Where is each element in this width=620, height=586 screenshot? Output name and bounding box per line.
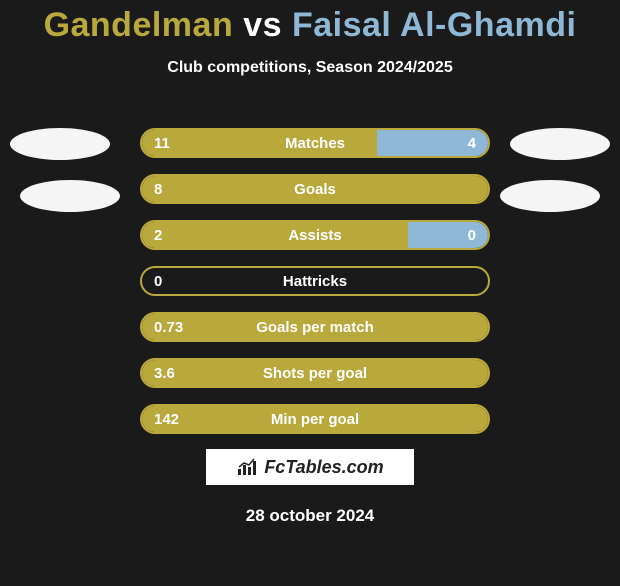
stat-label: Goals [142,176,488,202]
chart-icon [236,457,260,477]
watermark-text: FcTables.com [264,457,383,478]
stat-label: Hattricks [142,268,488,294]
stat-row: 142Min per goal [140,404,490,434]
stat-row: 0.73Goals per match [140,312,490,342]
stat-label: Shots per goal [142,360,488,386]
stat-row: 8Goals [140,174,490,204]
stat-row: 0Hattricks [140,266,490,296]
stat-label: Goals per match [142,314,488,340]
comparison-title: Gandelman vs Faisal Al-Ghamdi [0,6,620,45]
player1-avatar-placeholder-1 [10,128,110,160]
watermark: FcTables.com [205,448,415,486]
player2-avatar-placeholder-2 [500,180,600,212]
stat-label: Matches [142,130,488,156]
player2-avatar-placeholder-1 [510,128,610,160]
comparison-bars: 11Matches48Goals2Assists00Hattricks0.73G… [140,128,490,450]
stat-label: Assists [142,222,488,248]
stat-label: Min per goal [142,406,488,432]
player1-avatar-placeholder-2 [20,180,120,212]
stat-row: 3.6Shots per goal [140,358,490,388]
vs-text: vs [243,6,282,44]
subtitle: Club competitions, Season 2024/2025 [0,59,620,77]
stat-right-value: 0 [468,222,476,248]
stat-row: 11Matches4 [140,128,490,158]
stat-right-value: 4 [468,130,476,156]
player1-name: Gandelman [44,6,234,44]
date-label: 28 october 2024 [0,506,620,526]
player2-name: Faisal Al-Ghamdi [292,6,576,44]
stat-row: 2Assists0 [140,220,490,250]
